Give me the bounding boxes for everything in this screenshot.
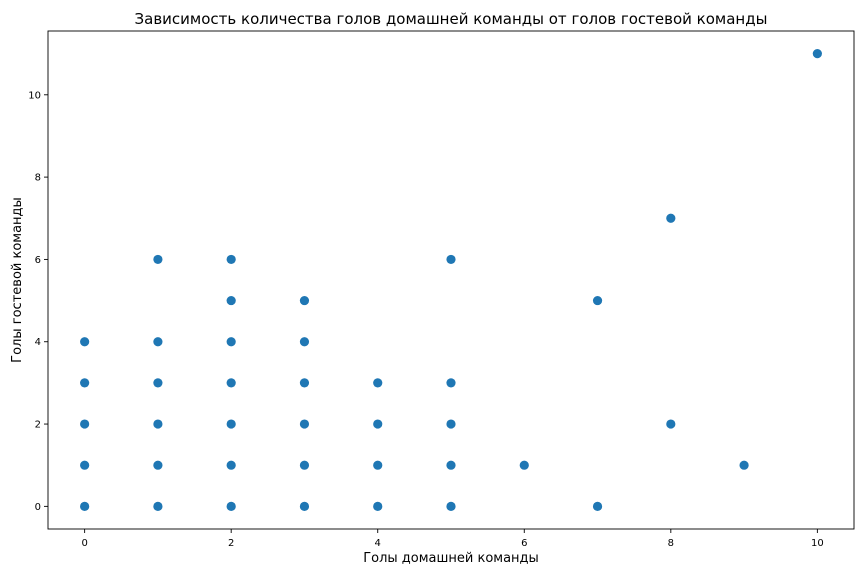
data-point [153,254,163,265]
data-point [153,501,163,511]
data-point [226,419,236,429]
data-point [226,460,236,470]
data-point [80,460,90,470]
data-point [80,337,90,347]
data-point [446,378,456,388]
y-tick-label: 4 [35,337,41,348]
data-point [446,460,456,470]
data-point [153,419,163,429]
data-point [592,295,603,306]
chart-title: Зависимость количества голов домашней ко… [135,10,768,28]
data-point [153,378,163,388]
data-point [446,501,456,511]
data-point [226,337,236,347]
data-point [226,295,236,306]
data-point [299,501,310,511]
data-point [373,460,383,470]
data-point [153,460,163,470]
x-axis-label: Голы домашней команды [363,551,539,566]
data-point [446,419,456,429]
data-point [299,337,310,347]
data-point [446,254,456,265]
x-tick-label: 0 [81,538,87,549]
data-point [226,501,236,511]
x-tick-label: 2 [228,538,234,549]
data-point [373,378,383,388]
data-point [299,419,310,429]
data-point [812,49,822,59]
y-tick-label: 8 [35,173,41,184]
data-point [666,213,676,223]
x-tick-label: 10 [811,538,824,549]
plot-area [47,30,855,530]
y-tick-label: 10 [28,90,41,101]
y-tick-label: 0 [35,502,41,513]
data-point [299,460,310,470]
data-point [153,337,163,347]
x-tick-label: 4 [375,538,381,549]
data-point [299,295,310,306]
data-point [666,419,676,429]
data-point [519,460,529,470]
data-points [80,49,822,511]
data-point [739,460,749,470]
y-axis-label: Голы гостевой команды [10,197,25,363]
data-point [373,419,383,429]
y-tick-label: 2 [35,420,41,431]
x-tick-label: 8 [668,538,674,549]
data-point [226,378,236,388]
data-point [592,501,603,511]
data-point [299,378,310,388]
data-point [80,501,90,511]
x-axis: 0 2 4 6 8 10 [81,529,824,549]
data-point [373,501,383,511]
x-tick-label: 6 [521,538,527,549]
y-axis: 0 2 4 6 8 10 [28,90,48,513]
data-point [80,378,90,388]
data-point [80,419,90,429]
y-tick-label: 6 [35,255,41,266]
data-point [226,254,236,265]
